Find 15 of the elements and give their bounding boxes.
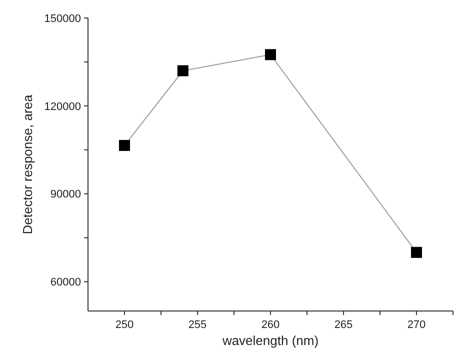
- x-axis-title: wavelength (nm): [221, 333, 319, 348]
- y-tick-label: 150000: [44, 12, 81, 25]
- y-tick-label: 90000: [50, 188, 81, 201]
- x-tick-label: 250: [115, 319, 134, 331]
- x-tick-label: 270: [407, 319, 426, 331]
- x-tick-label: 255: [188, 319, 207, 331]
- point: [265, 49, 276, 60]
- x-tick-label: 265: [334, 319, 353, 331]
- y-tick-label: 120000: [44, 100, 81, 113]
- y-tick-label: 60000: [50, 276, 81, 289]
- point: [177, 65, 188, 76]
- point: [411, 246, 422, 258]
- point: [119, 140, 130, 151]
- x-tick-label: 260: [261, 319, 280, 331]
- y-axis-title: Detector response, area: [20, 94, 35, 234]
